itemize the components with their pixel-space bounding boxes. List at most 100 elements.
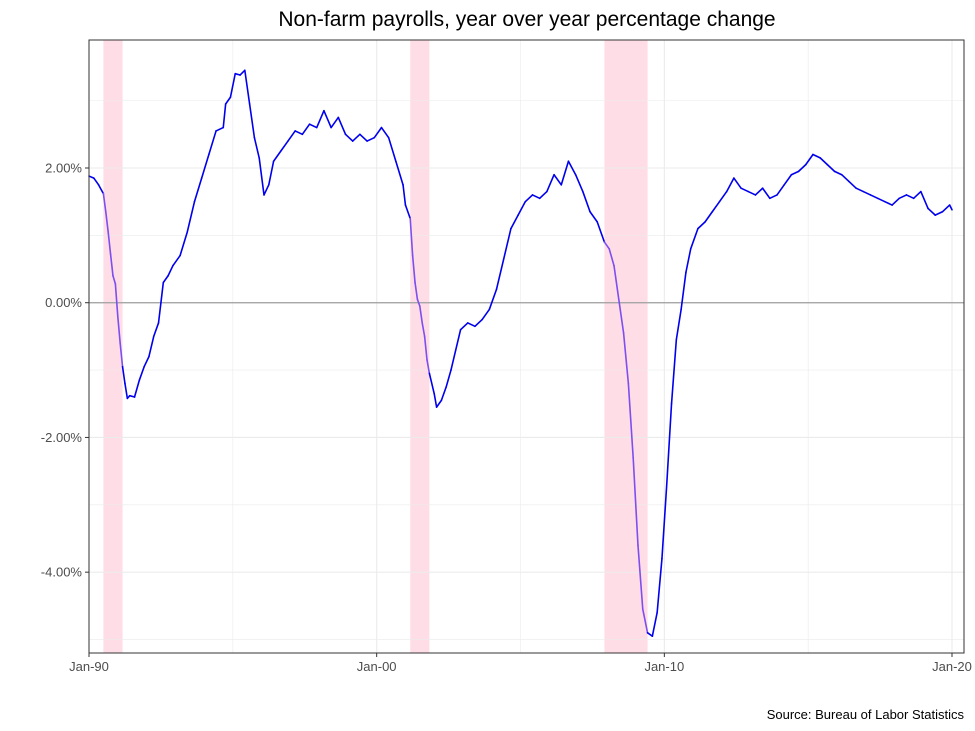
- series-segment: [680, 271, 687, 311]
- series-segment: [833, 170, 843, 176]
- axes: 2.00% 0.00% -2.00% -4.00% Jan-90 Jan-00 Jan-10…: [41, 160, 972, 674]
- series-segment: [840, 173, 850, 183]
- series-segment: [646, 631, 654, 637]
- series-segment: [862, 190, 872, 196]
- series-segment: [193, 177, 203, 203]
- x-tick-label: Jan-00: [357, 659, 397, 674]
- series-segment: [402, 184, 407, 206]
- series-segment: [769, 194, 778, 200]
- series-segment: [337, 116, 347, 136]
- series-segment: [538, 190, 548, 200]
- series-segment: [138, 365, 145, 381]
- series-segment: [747, 190, 757, 196]
- series-segment: [848, 180, 857, 189]
- series-segment: [459, 322, 469, 331]
- series-segment: [725, 177, 735, 193]
- series-segment: [898, 194, 908, 200]
- series-segment: [267, 160, 275, 186]
- chart-title: Non-farm payrolls, year over year percen…: [278, 8, 775, 31]
- series-segment: [488, 288, 498, 311]
- recession-band: [410, 40, 430, 653]
- series-segment: [546, 173, 555, 193]
- series-segment: [613, 264, 620, 301]
- series-segment: [733, 177, 742, 189]
- source-caption: Source: Bureau of Labor Statistics: [767, 707, 965, 722]
- series-segment: [435, 399, 443, 408]
- recession-band: [103, 40, 123, 653]
- series-segment: [272, 150, 282, 163]
- series-segment: [301, 123, 311, 136]
- series-segment: [783, 173, 793, 186]
- series-segment: [481, 308, 491, 321]
- series-segment: [608, 248, 615, 267]
- series-segment: [351, 133, 361, 142]
- series-segment: [124, 382, 129, 400]
- series-segment: [941, 204, 951, 213]
- series-segment: [411, 254, 416, 284]
- series-segment: [114, 283, 119, 317]
- series-segment: [927, 207, 937, 216]
- series-segment: [244, 69, 251, 105]
- series-segment: [152, 322, 160, 338]
- x-tick-label: Jan-90: [69, 659, 109, 674]
- x-tick-label: Jan-10: [644, 659, 684, 674]
- series-segment: [423, 335, 428, 361]
- series-segment: [229, 72, 237, 99]
- series-segment: [466, 322, 476, 328]
- series-segment: [891, 197, 901, 206]
- series-segment: [641, 608, 649, 634]
- series-segment: [121, 365, 126, 385]
- series-segment: [234, 72, 241, 76]
- series-segment: [596, 221, 606, 243]
- series-segment: [819, 157, 829, 166]
- series-segment: [582, 190, 591, 213]
- series-segment: [380, 126, 390, 139]
- series-segment: [404, 204, 412, 220]
- y-tick-label: 0.00%: [45, 295, 82, 310]
- series-segment: [797, 163, 807, 173]
- series-segment: [718, 190, 728, 203]
- series-segment: [215, 126, 225, 132]
- series-segment: [208, 130, 217, 156]
- series-segment: [912, 190, 922, 200]
- series-segment: [934, 210, 944, 216]
- series-line: [88, 69, 953, 637]
- series-segment: [884, 200, 893, 206]
- series-segment: [128, 394, 136, 398]
- series-segment: [876, 197, 886, 203]
- series-segment: [603, 241, 611, 250]
- series-segment: [308, 123, 318, 129]
- series-segment: [253, 136, 261, 159]
- series-segment: [395, 160, 404, 186]
- series-segment: [656, 557, 663, 614]
- series-segment: [186, 200, 196, 233]
- series-segment: [920, 190, 929, 210]
- series-segment: [776, 184, 786, 196]
- series-segment: [567, 160, 577, 176]
- series-segment: [92, 177, 100, 186]
- series-segment: [826, 163, 836, 173]
- series-segment: [315, 109, 325, 129]
- series-segment: [119, 342, 124, 368]
- series-segment: [510, 214, 519, 230]
- series-segment: [450, 349, 457, 371]
- series-segment: [416, 298, 421, 307]
- series-segment: [553, 173, 563, 186]
- series-segment: [651, 611, 658, 637]
- series-segment: [373, 126, 383, 139]
- series-segment: [359, 133, 368, 142]
- series-segment: [689, 227, 699, 250]
- series-segment: [162, 274, 169, 284]
- series-segment: [632, 456, 639, 547]
- series-segment: [167, 264, 174, 277]
- series-segment: [112, 274, 117, 285]
- series-segment: [366, 136, 376, 142]
- series-segment: [812, 153, 821, 159]
- recession-bands: [103, 40, 648, 653]
- series-segment: [711, 200, 721, 213]
- series-segment: [502, 227, 512, 260]
- series-segment: [323, 109, 332, 129]
- series-segment: [869, 194, 879, 200]
- series-segment: [263, 184, 270, 196]
